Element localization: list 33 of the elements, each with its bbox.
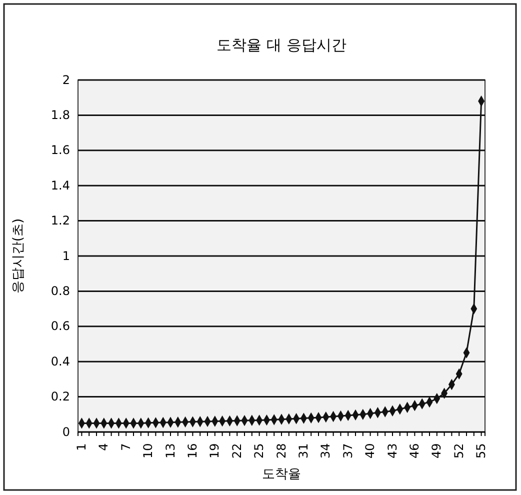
y-axis-title: 응답시간(초): [11, 218, 26, 294]
x-tick-label: 46: [408, 443, 422, 458]
x-tick-label: 19: [208, 443, 222, 458]
y-tick-label: 2: [62, 72, 70, 87]
x-tick-label: 25: [252, 443, 266, 458]
y-tick-label: 1.4: [50, 178, 70, 192]
y-tick-label: 1.8: [50, 108, 70, 122]
x-tick-label: 40: [363, 443, 378, 458]
x-tick-label: 4: [96, 443, 111, 451]
y-tick-label: 0.4: [50, 354, 70, 368]
x-tick-label: 13: [163, 443, 178, 458]
x-axis-title: 도착율: [262, 467, 301, 482]
y-tick-label: 0.8: [50, 284, 70, 298]
y-tick-label: 0.6: [50, 319, 70, 334]
chart-title: 도착율 대 응답시간: [216, 36, 346, 54]
y-tick-label: 1.2: [50, 214, 70, 228]
y-tick-label: 0.2: [50, 390, 70, 404]
x-tick-label: 16: [186, 443, 200, 458]
x-tick-label: 34: [318, 443, 333, 458]
x-tick-label: 1: [74, 443, 89, 451]
x-tick-label: 52: [452, 443, 466, 458]
x-tick-label: 22: [230, 443, 244, 458]
y-tick-label: 1: [62, 248, 70, 263]
x-tick-label: 43: [385, 443, 400, 458]
x-tick-label: 37: [340, 443, 355, 458]
x-tick-label: 55: [474, 443, 488, 458]
x-tick-label: 31: [296, 443, 311, 458]
y-tick-label: 1.6: [50, 143, 70, 158]
x-tick-label: 10: [141, 443, 156, 458]
x-tick-label: 7: [118, 443, 133, 451]
x-tick-label: 49: [430, 443, 444, 458]
x-tick-label: 28: [274, 443, 288, 458]
y-tick-label: 0: [62, 424, 70, 439]
